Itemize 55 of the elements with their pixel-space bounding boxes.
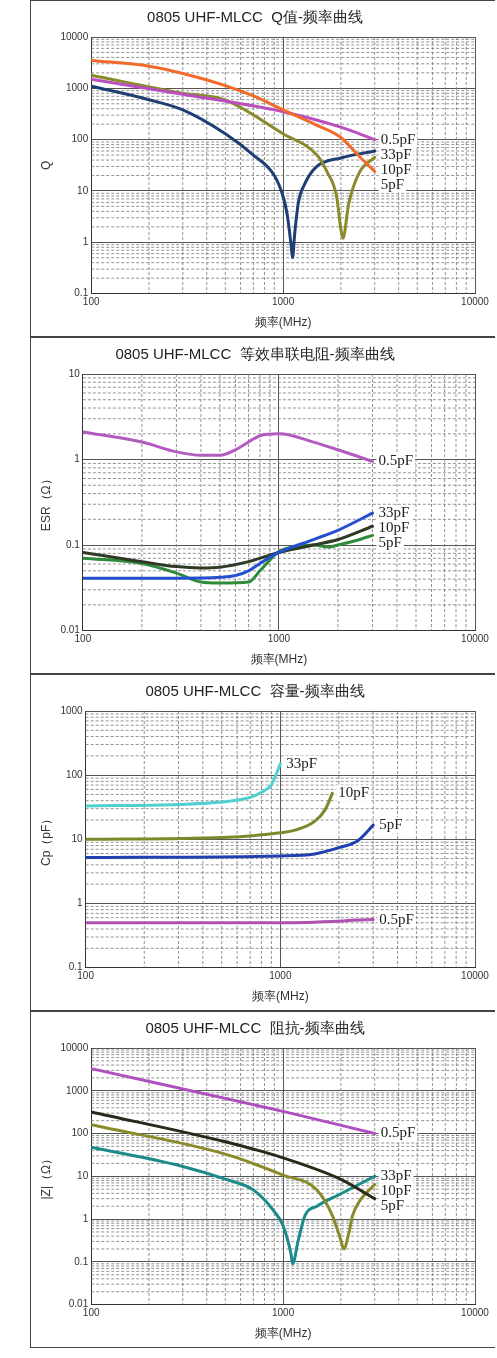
x-axis-title: 频率(MHz) xyxy=(251,989,309,1004)
y-tick-label: 1 xyxy=(74,453,81,465)
series-label: 10pF xyxy=(338,784,370,801)
y-tick-label: 0.01 xyxy=(60,624,81,636)
y-tick-label: 10 xyxy=(71,833,84,845)
series-label: 33pF xyxy=(378,504,410,521)
y-tick-label: 1 xyxy=(82,236,89,248)
x-tick-label: 1000 xyxy=(269,970,292,982)
y-tick-label: 1000 xyxy=(65,82,89,94)
y-tick-label: 0.1 xyxy=(74,1255,89,1267)
y-axis-title: Q xyxy=(38,160,53,170)
x-tick-label: 1000 xyxy=(271,1307,295,1319)
series-label: 0.5pF xyxy=(380,1124,416,1141)
y-tick-label: 1000 xyxy=(65,1084,89,1096)
series-label: 0.5pF xyxy=(378,452,414,469)
y-tick-label: 100 xyxy=(71,1127,89,1139)
series-label: 5pF xyxy=(380,1197,405,1214)
x-axis-title: 频率(MHz) xyxy=(250,652,308,667)
x-tick-label: 10000 xyxy=(461,970,490,982)
x-tick-label: 10000 xyxy=(461,296,490,308)
chart-title: 0805 UHF-MLCC 阻抗-频率曲线 xyxy=(145,1019,365,1037)
y-tick-label: 0.01 xyxy=(68,1298,89,1310)
chart-title: 0805 UHF-MLCC Q值-频率曲线 xyxy=(147,8,363,26)
series-label: 33pF xyxy=(286,754,318,771)
y-tick-label: 100 xyxy=(71,133,89,145)
y-tick-label: 10000 xyxy=(60,30,89,42)
x-tick-label: 10000 xyxy=(461,633,490,645)
x-tick-label: 1000 xyxy=(267,633,291,645)
y-tick-label: 10 xyxy=(77,1170,89,1182)
y-axis-title: ESR（Ω） xyxy=(38,473,53,532)
y-tick-label: 1 xyxy=(82,1212,89,1224)
chart-title: 0805 UHF-MLCC 等效串联电阻-频率曲线 xyxy=(115,345,395,363)
series-label: 10pF xyxy=(380,1182,412,1199)
series-label: 5pF xyxy=(379,816,403,833)
x-tick-label: 1000 xyxy=(271,296,295,308)
series-label: 33pF xyxy=(380,1167,412,1184)
y-tick-label: 100 xyxy=(65,768,84,780)
x-axis-title: 频率(MHz) xyxy=(254,1326,312,1341)
series-label: 5pF xyxy=(378,534,402,551)
y-tick-label: 10 xyxy=(68,367,81,379)
chart-title: 0805 UHF-MLCC 容量-频率曲线 xyxy=(145,682,365,700)
y-tick-label: 0.1 xyxy=(68,961,84,973)
y-axis-title: |Z|（Ω） xyxy=(38,1153,53,1200)
y-tick-label: 0.1 xyxy=(74,287,89,299)
y-tick-label: 1000 xyxy=(60,704,84,716)
x-axis-title: 频率(MHz) xyxy=(254,315,312,330)
series-label: 10pF xyxy=(378,519,410,536)
y-tick-label: 1 xyxy=(77,897,84,909)
y-axis-title: Cp（pF） xyxy=(38,812,53,866)
y-tick-label: 10 xyxy=(77,184,89,196)
x-tick-label: 10000 xyxy=(461,1307,490,1319)
series-label: 0.5pF xyxy=(380,130,416,147)
series-label: 0.5pF xyxy=(379,910,414,927)
y-tick-label: 10000 xyxy=(60,1041,89,1053)
y-tick-label: 0.1 xyxy=(65,538,81,550)
